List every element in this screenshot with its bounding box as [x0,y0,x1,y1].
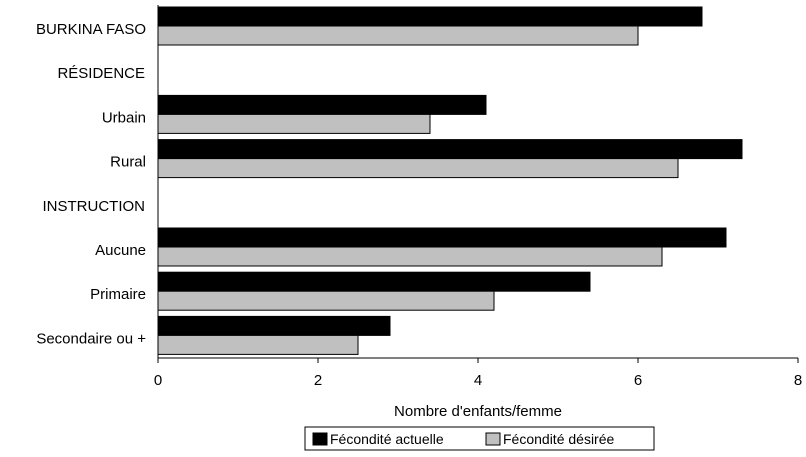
bar-fecondite-desiree-urbain [157,113,431,134]
bars-layer [157,6,743,355]
legend-swatch-fecondite-actuelle [312,432,328,446]
x-axis: 0 2 4 6 8 [154,5,802,389]
bar-fecondite-actuelle-secondaire-ou [157,315,391,336]
bar-fecondite-actuelle-aucune [157,227,727,248]
legend-swatch-fecondite-desiree [485,432,501,446]
x-tick-label: 4 [474,372,482,389]
bar-fecondite-actuelle-burkina-faso [157,6,703,27]
legend: Fécondité actuelle Fécondité désirée [304,426,655,451]
category-label-secondaire-ou: Secondaire ou + [36,330,146,347]
category-label-primaire: Primaire [90,286,146,303]
bar-fecondite-actuelle-rural [157,139,743,160]
category-label-instruction: INSTRUCTION [43,198,146,215]
category-label-rural: Rural [110,154,146,171]
bar-fecondite-actuelle-urbain [157,94,487,115]
x-axis-label: Nombre d'enfants/femme [394,403,562,420]
legend-frame [304,426,655,451]
x-tick-label: 8 [794,372,802,389]
category-labels: BURKINA FASO RÉSIDENCE Urbain Rural INSTRUCT… [36,21,146,347]
category-label-urbain: Urbain [102,109,146,126]
bar-fecondite-actuelle-primaire [157,271,591,292]
x-tick-label: 6 [634,372,642,389]
bar-fecondite-desiree-secondaire-ou [157,334,359,355]
x-tick-label: 0 [154,372,162,389]
category-label-residence: RÉSIDENCE [57,65,145,82]
legend-label-fecondite-desiree: Fécondité désirée [503,431,615,447]
category-label-aucune: Aucune [95,242,146,259]
legend-label-fecondite-actuelle: Fécondité actuelle [330,431,444,447]
bar-fecondite-desiree-burkina-faso [157,25,639,46]
bar-fecondite-desiree-rural [157,158,679,179]
x-tick-label: 2 [314,372,322,389]
bar-fecondite-desiree-primaire [157,290,495,311]
bar-fecondite-desiree-aucune [157,246,663,267]
category-label-burkina-faso: BURKINA FASO [36,21,146,38]
